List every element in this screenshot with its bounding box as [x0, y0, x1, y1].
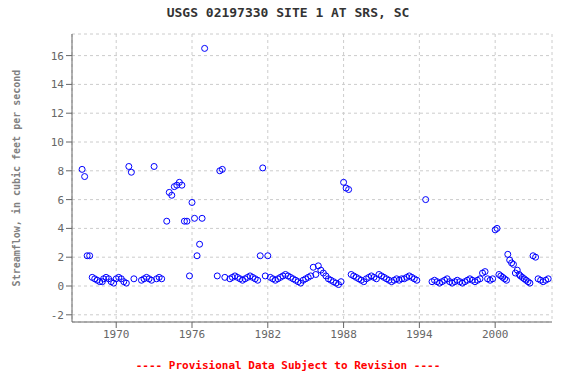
html-text:---- Provisional Data Subject: ---- Provisional Data Subject to Revisio… [135, 359, 441, 372]
svg-text:12: 12 [51, 107, 64, 120]
svg-text:1970: 1970 [103, 328, 130, 341]
svg-text:1976: 1976 [179, 328, 206, 341]
svg-text:6: 6 [57, 194, 64, 207]
svg-text:10: 10 [51, 136, 64, 149]
svg-text:4: 4 [57, 222, 64, 235]
svg-text:1988: 1988 [330, 328, 357, 341]
html-text:USGS 02197330 SITE 1 AT SRS, S: USGS 02197330 SITE 1 AT SRS, SC [166, 5, 410, 20]
svg-text:-2: -2 [51, 309, 64, 322]
svg-text:1982: 1982 [255, 328, 282, 341]
svg-text:Streamflow, in cubic feet per: Streamflow, in cubic feet per second [11, 70, 22, 287]
svg-text:1994: 1994 [406, 328, 433, 341]
svg-text:2000: 2000 [482, 328, 509, 341]
svg-text:0: 0 [57, 280, 64, 293]
svg-text:14: 14 [51, 78, 65, 91]
svg-text:16: 16 [51, 50, 64, 63]
svg-text:8: 8 [57, 165, 64, 178]
svg-text:2: 2 [57, 251, 64, 264]
